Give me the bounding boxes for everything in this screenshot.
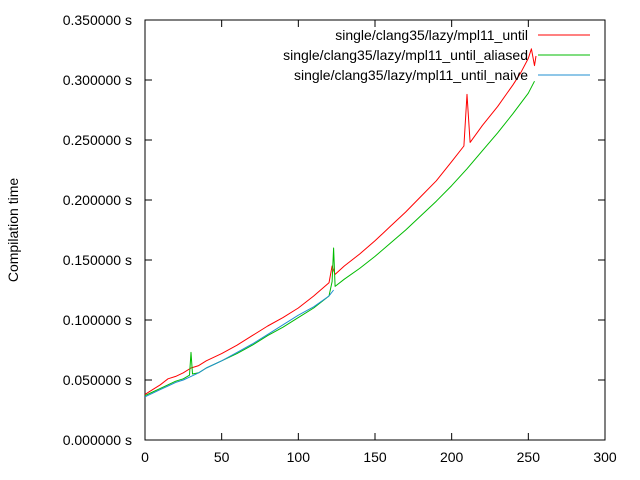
- x-tick-label: 300: [593, 449, 617, 465]
- x-tick-label: 200: [440, 449, 464, 465]
- x-tick-label: 250: [517, 449, 541, 465]
- x-tick-label: 150: [363, 449, 387, 465]
- y-tick-label: 0.000000 s: [63, 432, 132, 448]
- y-tick-label: 0.150000 s: [63, 252, 132, 268]
- y-tick-label: 0.300000 s: [63, 72, 132, 88]
- series-line-2: [144, 80, 535, 397]
- axis-ticks: 0 50 100 150 200 250 300 0.000000 s 0.050000 s 0.…: [63, 12, 617, 465]
- y-axis-label: Compilation time: [5, 178, 21, 282]
- x-tick-label: 50: [214, 449, 230, 465]
- legend-label-3: single/clang35/lazy/mpl11_until_naive: [294, 67, 528, 83]
- legend: single/clang35/lazy/mpl11_until single/cl…: [283, 27, 590, 83]
- legend-label-1: single/clang35/lazy/mpl11_until: [335, 27, 528, 43]
- series-lines: [144, 48, 537, 398]
- series-line-3: [144, 289, 334, 398]
- series-line-1: [144, 48, 537, 395]
- y-tick-label: 0.100000 s: [63, 312, 132, 328]
- legend-label-2: single/clang35/lazy/mpl11_until_aliased: [283, 47, 528, 63]
- y-tick-label: 0.350000 s: [63, 12, 132, 28]
- y-tick-label: 0.250000 s: [63, 132, 132, 148]
- x-tick-label: 0: [141, 449, 149, 465]
- y-tick-label: 0.200000 s: [63, 192, 132, 208]
- plot-area: [144, 19, 606, 441]
- y-tick-label: 0.050000 s: [63, 372, 132, 388]
- x-tick-label: 100: [287, 449, 311, 465]
